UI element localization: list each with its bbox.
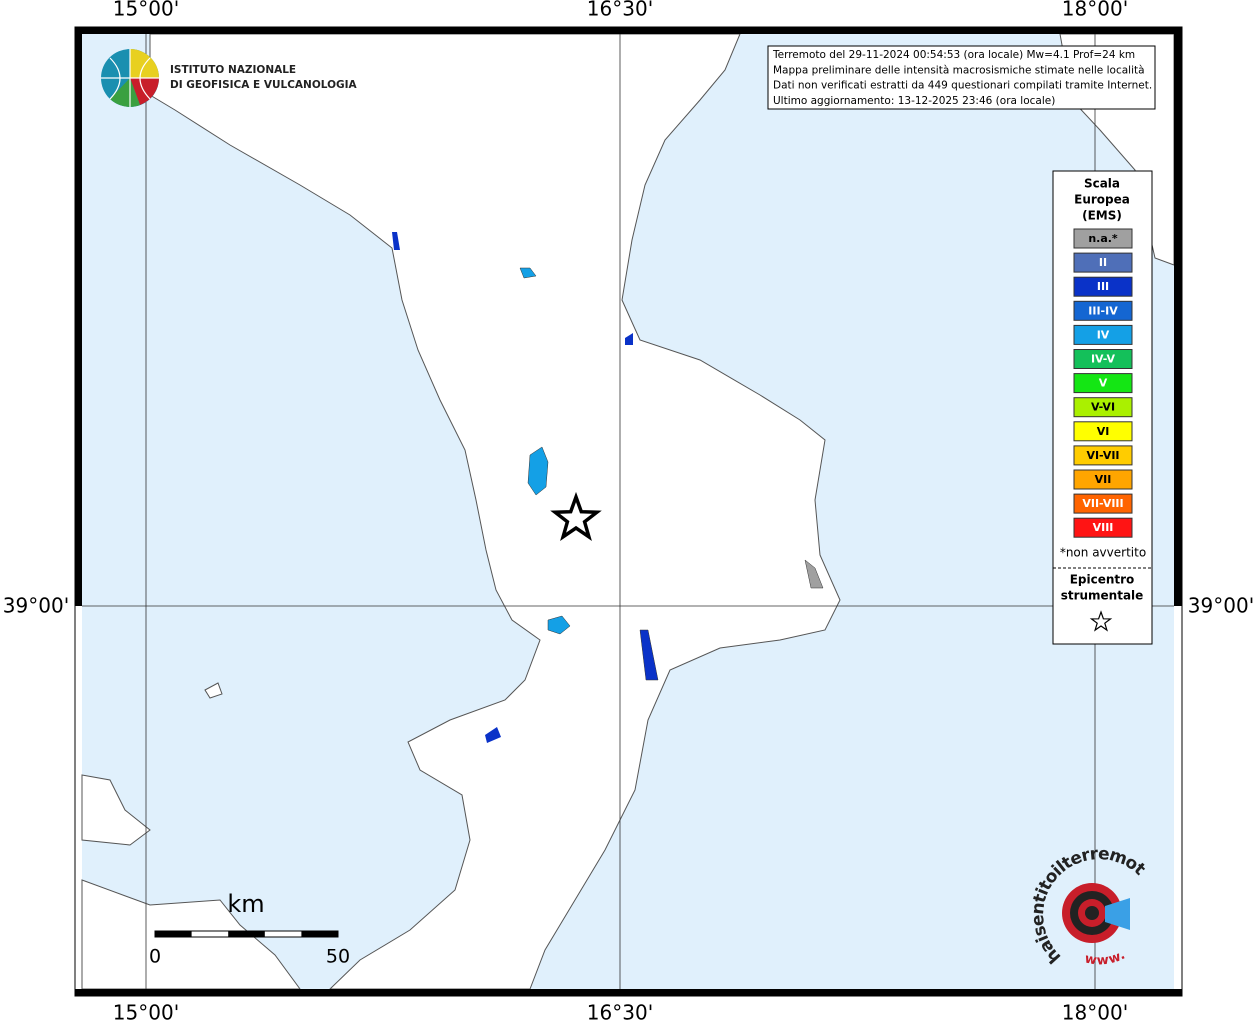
logo-ring <box>1085 906 1099 920</box>
info-line: Ultimo aggiornamento: 13-12-2025 23:46 (… <box>773 95 1055 107</box>
legend-label: VII <box>1095 473 1112 486</box>
patch <box>639 629 659 681</box>
legend-label: IV <box>1097 328 1110 341</box>
info-line: Mappa preliminare delle intensità macros… <box>773 64 1145 76</box>
legend-swatch <box>1073 469 1133 490</box>
frame-bar <box>75 27 1182 34</box>
legend-label: n.a.* <box>1088 232 1118 245</box>
legend-epicenter: Epicentro <box>1070 573 1135 587</box>
patch <box>625 333 633 345</box>
legend-swatch <box>1073 252 1133 273</box>
legend-note: *non avvertito <box>1060 546 1146 560</box>
ingv-logo: ISTITUTO NAZIONALE DI GEOFISICA E VULCAN… <box>101 49 358 107</box>
patch <box>485 727 501 743</box>
legend-swatch <box>1073 300 1133 321</box>
legend-label: III <box>1097 280 1109 293</box>
logo-wedge <box>110 78 140 107</box>
patch <box>804 559 824 589</box>
legend-swatch <box>1073 228 1133 249</box>
info-line: Dati non verificati estratti da 449 ques… <box>773 80 1152 92</box>
legend-swatch <box>1073 397 1133 418</box>
scale-segment <box>228 931 265 937</box>
island <box>204 682 223 699</box>
legend-label: VI <box>1097 425 1110 438</box>
legend-label: V-VI <box>1091 401 1115 414</box>
lon-label: 16°30' <box>587 0 653 21</box>
legend-swatch <box>1073 373 1133 394</box>
frame-bar <box>1174 27 1182 606</box>
legend-swatch <box>1073 493 1133 514</box>
island <box>81 774 151 846</box>
scale-label: 0 <box>149 946 161 968</box>
legend-swatch <box>1073 276 1133 297</box>
patch <box>392 232 400 250</box>
patch <box>519 267 537 279</box>
legend-title: (EMS) <box>1082 209 1122 223</box>
logo-grid <box>101 49 159 107</box>
lon-label: 16°30' <box>587 1001 653 1024</box>
legend-swatch <box>1073 324 1133 345</box>
scale-bar: km 0 50 <box>149 890 350 968</box>
scale-unit: km <box>227 890 264 918</box>
legend-title: Scala <box>1084 177 1120 191</box>
logo-text: ISTITUTO NAZIONALE <box>170 64 296 76</box>
lon-label: 15°00' <box>113 0 179 21</box>
scale-segment <box>155 931 192 937</box>
legend-epicenter: strumentale <box>1061 589 1144 603</box>
info-box-frame <box>767 45 1156 110</box>
logo-wedge <box>130 49 159 78</box>
legend-label: VI-VII <box>1086 449 1119 462</box>
lat-label: 39°00' <box>1188 594 1254 618</box>
lon-label: 18°00' <box>1062 0 1128 21</box>
lon-label: 15°00' <box>113 1001 179 1024</box>
legend-label: III-IV <box>1088 304 1118 317</box>
legend-swatch <box>1073 421 1133 442</box>
frame <box>74 26 1183 997</box>
info-line: Terremoto del 29-11-2024 00:54:53 (ora l… <box>772 49 1135 61</box>
epicenter-star <box>550 491 602 541</box>
legend-label: VIII <box>1093 521 1114 534</box>
intensity-patches <box>392 232 824 743</box>
info-box: Terremoto del 29-11-2024 00:54:53 (ora l… <box>767 45 1156 110</box>
legend-title: Europea <box>1074 193 1130 207</box>
logo-text: DI GEOFISICA E VULCANOLOGIA <box>170 79 358 91</box>
lat-label: 39°00' <box>3 594 69 618</box>
scale-label: 50 <box>326 946 350 968</box>
legend-label: VII-VIII <box>1082 497 1123 510</box>
epicenter-star <box>1089 610 1113 632</box>
patch <box>527 446 549 496</box>
legend-swatch <box>1073 445 1133 466</box>
frame-bar <box>75 989 1182 996</box>
legend: ScalaEuropea(EMS)n.a.*IIIIIIII-IVIVIV-VV… <box>1052 170 1153 645</box>
frame-bar <box>75 27 82 606</box>
legend-swatch <box>1073 517 1133 538</box>
legend-label: IV-V <box>1091 353 1116 366</box>
graticule-labels: 15°00' 16°30' 18°00' 15°00' 16°30' 18°00… <box>3 0 1254 1024</box>
legend-swatch <box>1073 349 1133 369</box>
logo-speaker <box>1105 898 1130 930</box>
legend-label: V <box>1099 377 1108 390</box>
patch <box>547 615 571 635</box>
legend-label: II <box>1099 256 1107 269</box>
lon-label: 18°00' <box>1062 1001 1128 1024</box>
scale-segment <box>301 931 338 937</box>
